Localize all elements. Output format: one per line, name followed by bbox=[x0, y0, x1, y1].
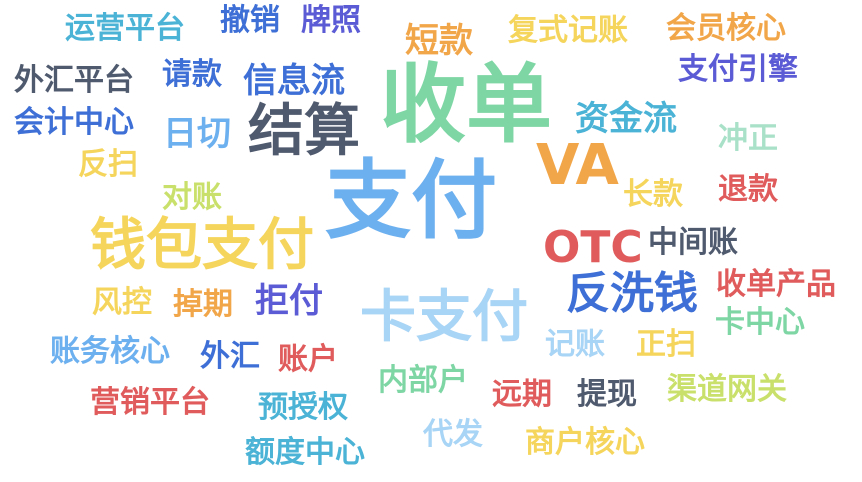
word-tixian: 提现 bbox=[577, 377, 637, 412]
word-diaoqi: 掉期 bbox=[173, 287, 233, 322]
word-jiesuan: 结算 bbox=[248, 99, 360, 164]
word-zhengsao: 正扫 bbox=[636, 327, 696, 362]
word-fushi-jizhang: 复式记账 bbox=[508, 13, 628, 48]
word-shanghu-hexin: 商户核心 bbox=[525, 425, 645, 460]
word-shoudan-chanpin: 收单产品 bbox=[716, 267, 836, 302]
word-waihui-pingtai: 外汇平台 bbox=[14, 63, 134, 98]
word-yunying-pingtai: 运营平台 bbox=[65, 11, 185, 46]
word-qingkuan: 请款 bbox=[162, 57, 222, 92]
word-yushouquan: 预授权 bbox=[258, 390, 348, 425]
word-daifa: 代发 bbox=[423, 417, 483, 452]
word-duizhang: 对账 bbox=[162, 180, 222, 215]
word-fansao: 反扫 bbox=[78, 147, 138, 182]
word-jufu: 拒付 bbox=[255, 281, 323, 321]
word-tuikuan: 退款 bbox=[718, 172, 778, 207]
word-jizhang: 记账 bbox=[545, 327, 605, 362]
word-qianbao-zhifu: 钱包支付 bbox=[90, 213, 314, 278]
word-xinxiliu: 信息流 bbox=[243, 61, 345, 101]
word-yuanqi: 远期 bbox=[492, 377, 552, 412]
word-chexiao: 撤销 bbox=[220, 3, 280, 38]
word-zhangwu-hexin: 账务核心 bbox=[50, 334, 170, 369]
word-va: VA bbox=[536, 133, 619, 198]
word-zhongjianzhang: 中间账 bbox=[648, 225, 738, 260]
word-chongzheng: 冲正 bbox=[718, 121, 778, 156]
word-zhanghu: 账户 bbox=[278, 342, 338, 377]
word-ka-zhongxin: 卡中心 bbox=[715, 305, 805, 340]
word-zijinliu: 资金流 bbox=[575, 99, 677, 139]
word-riqie: 日切 bbox=[163, 114, 231, 154]
word-waihui: 外汇 bbox=[200, 339, 260, 374]
word-kuaiji-zhongxin: 会计中心 bbox=[14, 105, 134, 140]
word-paizhao: 牌照 bbox=[301, 3, 361, 38]
word-fanxiqian: 反洗钱 bbox=[566, 268, 698, 319]
word-huiyuan-hexin: 会员核心 bbox=[666, 11, 786, 46]
word-zhifu: 支付 bbox=[325, 151, 497, 251]
word-neibuhu: 内部户 bbox=[378, 363, 468, 398]
word-ka-zhifu: 卡支付 bbox=[360, 285, 528, 350]
word-edu-zhongxin: 额度中心 bbox=[245, 435, 365, 470]
word-qudao-wangguan: 渠道网关 bbox=[667, 372, 787, 407]
word-yingxiao-pingtai: 营销平台 bbox=[90, 385, 210, 420]
word-zhifu-yinqing: 支付引擎 bbox=[678, 52, 798, 87]
word-fengkong: 风控 bbox=[92, 285, 152, 320]
word-shoudan: 收单 bbox=[380, 55, 552, 155]
word-otc: OTC bbox=[543, 222, 643, 273]
word-changkuan: 长款 bbox=[623, 177, 683, 212]
word-duankuan: 短款 bbox=[405, 21, 473, 61]
